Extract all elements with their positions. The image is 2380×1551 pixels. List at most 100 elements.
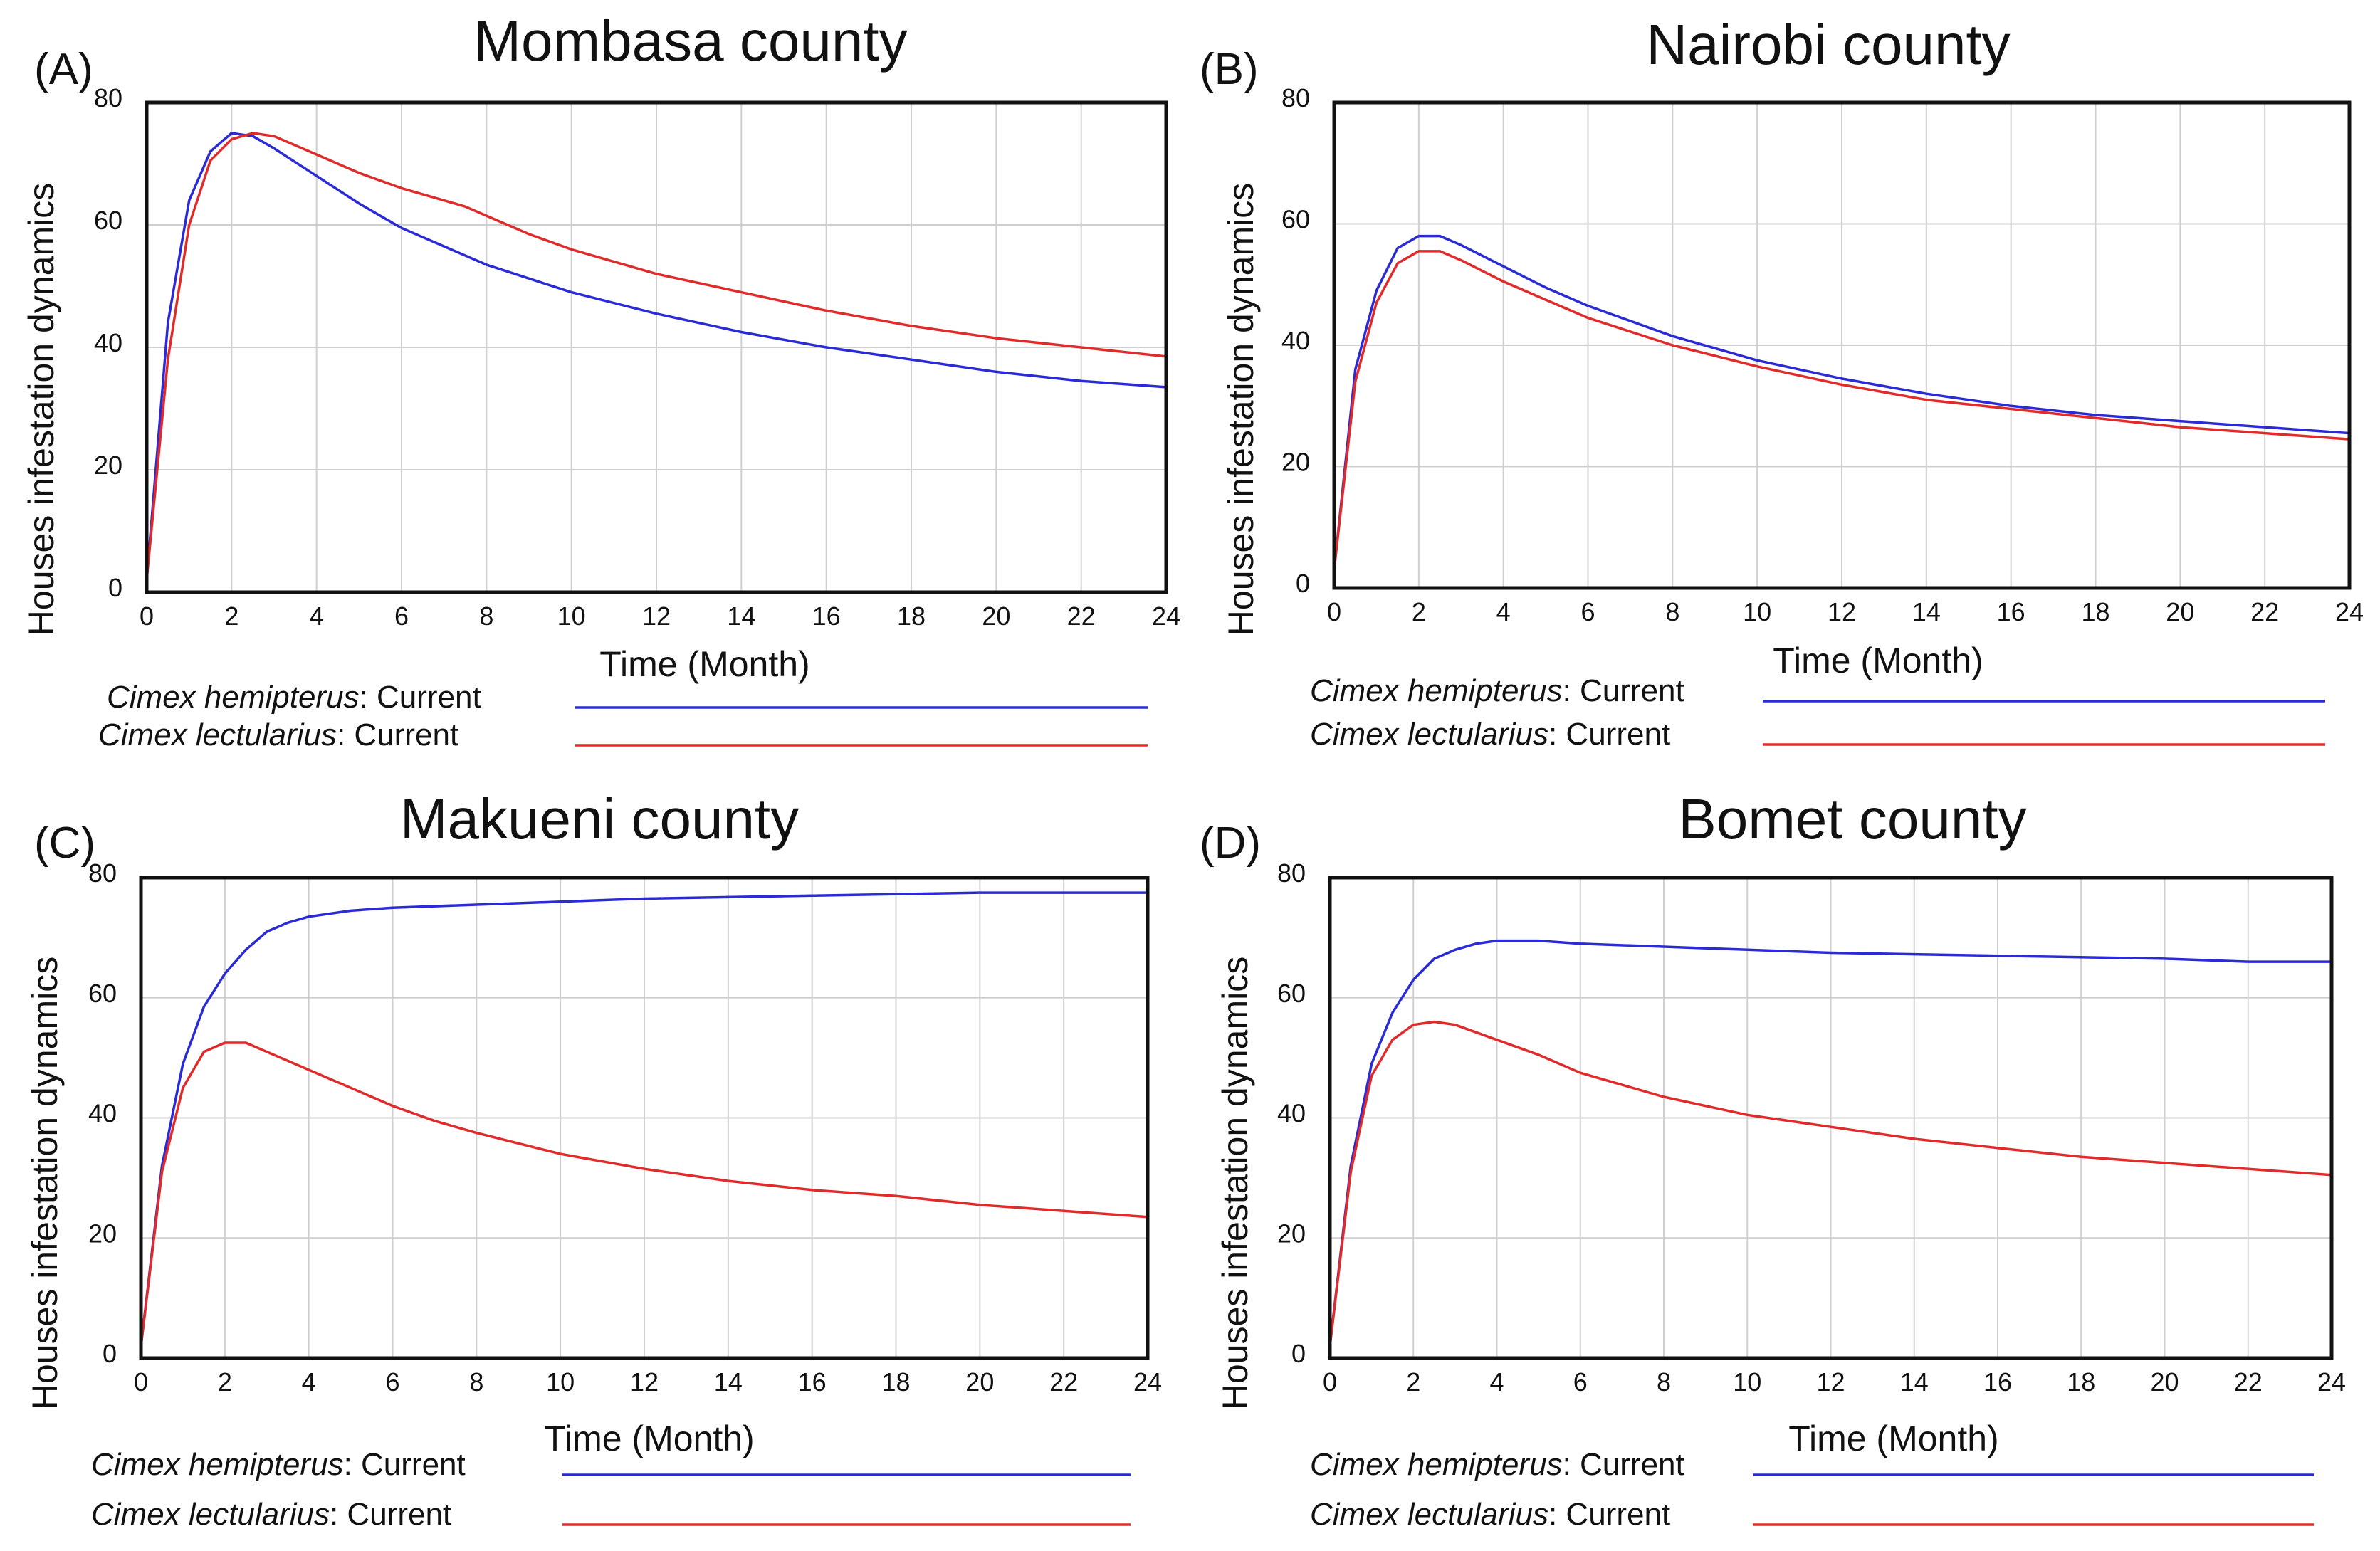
x-axis-label: Time (Month) [544, 1419, 754, 1458]
legend-label: Cimex lectularius: Current [1310, 1497, 1670, 1532]
y-axis-label: Houses infestation dynamics [1221, 183, 1261, 636]
y-axis-label: Houses infestation dynamics [25, 957, 65, 1409]
x-tick-label: 4 [310, 601, 324, 631]
x-tick-label: 14 [714, 1367, 743, 1397]
chart-title: Mombasa county [473, 9, 907, 73]
plot-frame [145, 100, 1168, 594]
y-tick-label: 0 [1291, 1339, 1306, 1368]
series-line-lectularius [145, 132, 1167, 580]
x-tick-label: 16 [812, 601, 841, 631]
x-tick-label: 2 [224, 601, 238, 631]
y-tick-label: 80 [88, 858, 117, 888]
legend-scenario: : Current [1563, 673, 1684, 708]
series-line-lectularius [140, 1041, 1148, 1347]
legend-species-name: Cimex hemipterus [91, 1447, 344, 1482]
legend-label: Cimex hemipterus: Current [91, 1447, 466, 1482]
x-tick-label: 6 [385, 1367, 399, 1397]
legend-scenario: : Current [344, 1447, 466, 1482]
panel-label: (B) [1200, 45, 1259, 94]
y-tick-label: 80 [1281, 83, 1310, 112]
x-tick-label: 14 [1900, 1367, 1929, 1397]
legend-species-name: Cimex hemipterus [1310, 673, 1563, 708]
x-tick-label: 6 [1573, 1367, 1588, 1397]
panel-label: (C) [34, 819, 95, 868]
chart-title: Bomet county [1678, 787, 2026, 851]
legend-label: Cimex lectularius: Current [1310, 717, 1670, 752]
x-axis-label: Time (Month) [1788, 1419, 1998, 1458]
panel-label: (D) [1200, 819, 1261, 868]
x-tick-label: 24 [2317, 1367, 2346, 1397]
legend-scenario: : Current [337, 717, 458, 752]
x-tick-label: 10 [546, 1367, 575, 1397]
y-tick-label: 0 [103, 1339, 117, 1368]
x-tick-label: 18 [897, 601, 926, 631]
legend-label: Cimex hemipterus: Current [107, 680, 481, 715]
x-tick-label: 20 [982, 601, 1010, 631]
x-tick-label: 22 [2234, 1367, 2263, 1397]
legend-scenario: : Current [330, 1497, 451, 1532]
y-tick-label: 60 [1277, 979, 1306, 1008]
legend-species-name: Cimex lectularius [1310, 1497, 1548, 1532]
x-tick-label: 2 [1406, 1367, 1420, 1397]
x-tick-label: 12 [1828, 597, 1856, 626]
y-tick-label: 80 [1277, 858, 1306, 888]
y-axis-label: Houses infestation dynamics [21, 183, 61, 636]
x-tick-label: 6 [1580, 597, 1595, 626]
y-axis-label: Houses infestation dynamics [1215, 957, 1255, 1409]
x-tick-label: 16 [798, 1367, 827, 1397]
x-tick-label: 0 [1323, 1367, 1337, 1397]
legend-scenario: : Current [1548, 1497, 1670, 1532]
series-line-hemipterus [145, 132, 1167, 580]
y-tick-label: 20 [1281, 448, 1310, 477]
y-tick-label: 0 [108, 573, 122, 602]
legend-species-name: Cimex hemipterus [107, 680, 360, 715]
y-tick-label: 40 [1281, 326, 1310, 355]
x-tick-label: 8 [479, 601, 493, 631]
series-line-hemipterus [140, 891, 1148, 1347]
y-tick-label: 0 [1296, 569, 1310, 598]
y-tick-label: 60 [1281, 205, 1310, 234]
legend-label: Cimex lectularius: Current [91, 1497, 451, 1532]
x-tick-label: 8 [469, 1367, 483, 1397]
x-tick-label: 10 [1733, 1367, 1761, 1397]
plot-frame [139, 876, 1150, 1360]
x-tick-label: 8 [1665, 597, 1679, 626]
y-tick-label: 20 [88, 1219, 117, 1248]
x-tick-label: 20 [2166, 597, 2194, 626]
x-tick-label: 10 [1743, 597, 1771, 626]
x-tick-label: 18 [2081, 597, 2109, 626]
y-tick-label: 40 [88, 1099, 117, 1128]
legend-label: Cimex hemipterus: Current [1310, 1447, 1684, 1482]
y-tick-label: 20 [94, 451, 122, 480]
x-tick-label: 4 [1489, 1367, 1504, 1397]
x-tick-label: 6 [394, 601, 409, 631]
y-tick-label: 60 [88, 979, 117, 1008]
x-tick-label: 14 [1912, 597, 1941, 626]
x-tick-label: 2 [1412, 597, 1426, 626]
series-line-hemipterus [1333, 234, 2350, 570]
legend-label: Cimex lectularius: Current [98, 717, 458, 752]
legend-label: Cimex hemipterus: Current [1310, 673, 1684, 708]
y-tick-label: 40 [1277, 1099, 1306, 1128]
x-tick-label: 0 [1327, 597, 1341, 626]
legend-species-name: Cimex lectularius [91, 1497, 330, 1532]
panel-label: (A) [34, 45, 93, 94]
series-line-lectularius [1328, 1020, 2332, 1347]
y-tick-label: 80 [94, 83, 122, 112]
chart-title: Nairobi county [1646, 13, 2010, 76]
x-tick-label: 0 [140, 601, 154, 631]
y-tick-label: 60 [94, 206, 122, 235]
legend-scenario: : Current [360, 680, 481, 715]
x-tick-label: 14 [727, 601, 755, 631]
x-tick-label: 0 [134, 1367, 148, 1397]
series-line-lectularius [1333, 250, 2350, 570]
x-tick-label: 8 [1657, 1367, 1671, 1397]
legend-scenario: : Current [1548, 717, 1670, 752]
legend-scenario: : Current [1563, 1447, 1684, 1482]
x-tick-label: 4 [1496, 597, 1511, 626]
legend-species-name: Cimex lectularius [1310, 717, 1548, 752]
